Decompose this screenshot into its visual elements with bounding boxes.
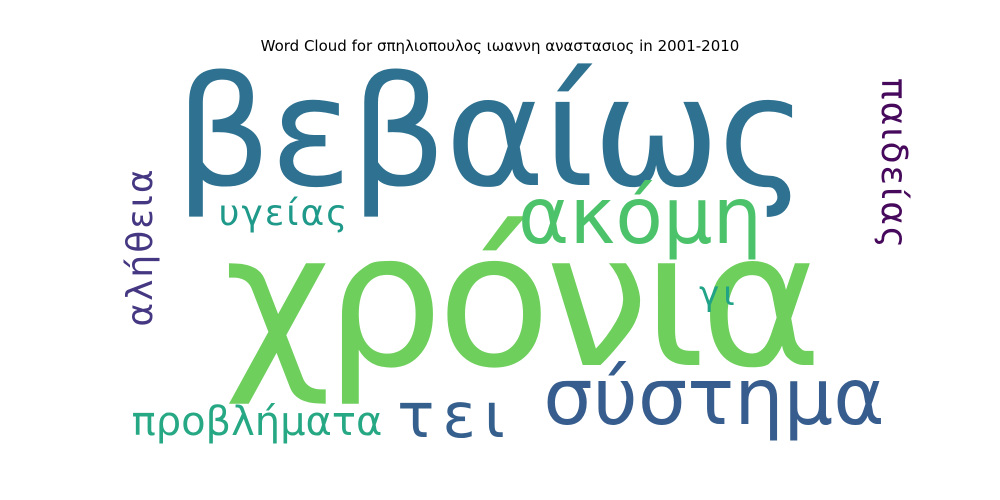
word-gi: γι [699, 274, 739, 314]
word-paideias: παιδείας [873, 78, 914, 250]
word-tei: τει [397, 379, 513, 452]
word-ygeias: υγείας [219, 193, 350, 234]
word-alitheia: αλήθεια [120, 167, 161, 326]
word-provlimata: προβλήματα [132, 399, 383, 445]
word-chronia: χρόνια [224, 192, 817, 409]
word-akomi: ακόμη [518, 172, 762, 262]
word-systima: σύστημα [543, 353, 884, 443]
chart-title: Word Cloud for σπηλιοπουλος ιωαννη αναστ… [260, 37, 740, 55]
word-vevaios: βεβαίως [175, 44, 805, 221]
